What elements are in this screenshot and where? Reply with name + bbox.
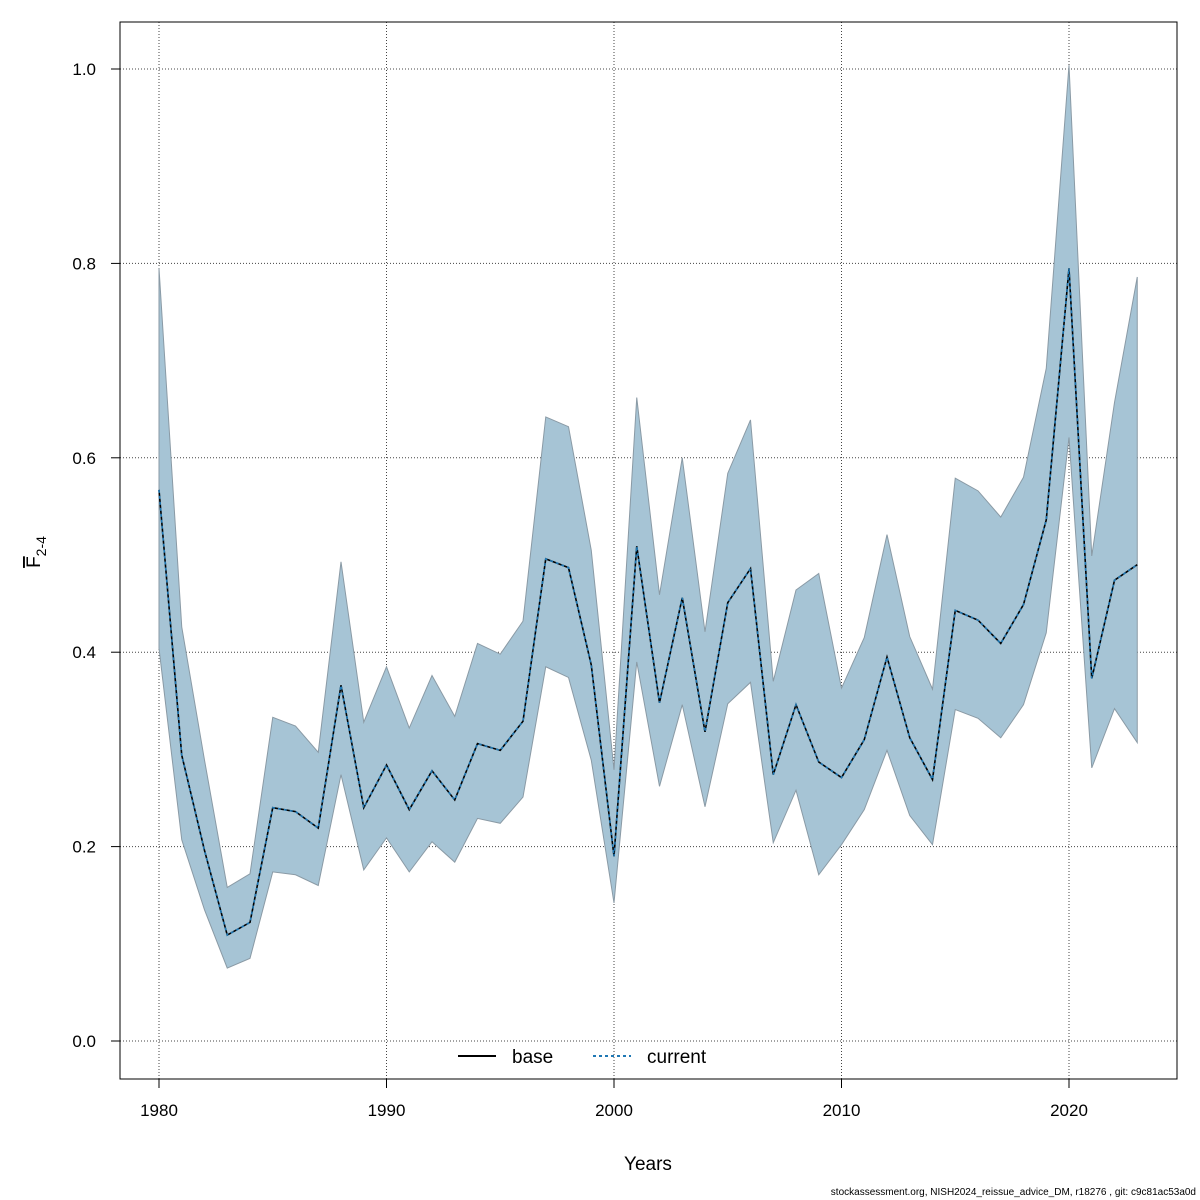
y-tick-label: 0.8 xyxy=(72,254,96,273)
x-axis-label: Years xyxy=(624,1154,672,1175)
legend-label-current: current xyxy=(647,1047,707,1068)
x-tick-label: 2020 xyxy=(1050,1101,1088,1120)
y-axis-label: F2-4 xyxy=(24,536,49,568)
y-tick-label: 0.0 xyxy=(72,1032,96,1051)
y-axis: 0.0 0.2 0.4 0.6 0.8 1.0 xyxy=(72,60,120,1051)
svg-text:F2-4: F2-4 xyxy=(24,536,49,568)
y-label-subscript: 2-4 xyxy=(33,536,49,556)
x-tick-label: 2010 xyxy=(823,1101,861,1120)
confidence-band xyxy=(158,65,1138,969)
y-tick-label: 0.6 xyxy=(72,449,96,468)
y-tick-label: 1.0 xyxy=(72,60,96,79)
y-label-base: F xyxy=(24,556,45,568)
legend: base current xyxy=(458,1047,707,1068)
legend-label-base: base xyxy=(512,1047,553,1068)
x-tick-label: 2000 xyxy=(595,1101,633,1120)
y-tick-label: 0.4 xyxy=(72,643,96,662)
series-line-current xyxy=(158,268,1138,937)
y-tick-label: 0.2 xyxy=(72,838,96,857)
footer-note: stockassessment.org, NISH2024_reissue_ad… xyxy=(830,1187,1196,1198)
x-tick-label: 1980 xyxy=(140,1101,178,1120)
x-axis: 1980 1990 2000 2010 2020 xyxy=(140,1079,1088,1120)
x-tick-label: 1990 xyxy=(368,1101,406,1120)
plot-frame xyxy=(119,21,1178,1080)
